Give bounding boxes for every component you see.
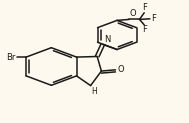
Text: F: F xyxy=(151,14,156,23)
Text: H: H xyxy=(91,87,97,96)
Text: N: N xyxy=(104,35,110,44)
Text: F: F xyxy=(142,25,147,34)
Text: F: F xyxy=(142,3,147,12)
Text: O: O xyxy=(117,65,124,74)
Text: O: O xyxy=(130,9,136,18)
Text: Br: Br xyxy=(6,53,16,62)
